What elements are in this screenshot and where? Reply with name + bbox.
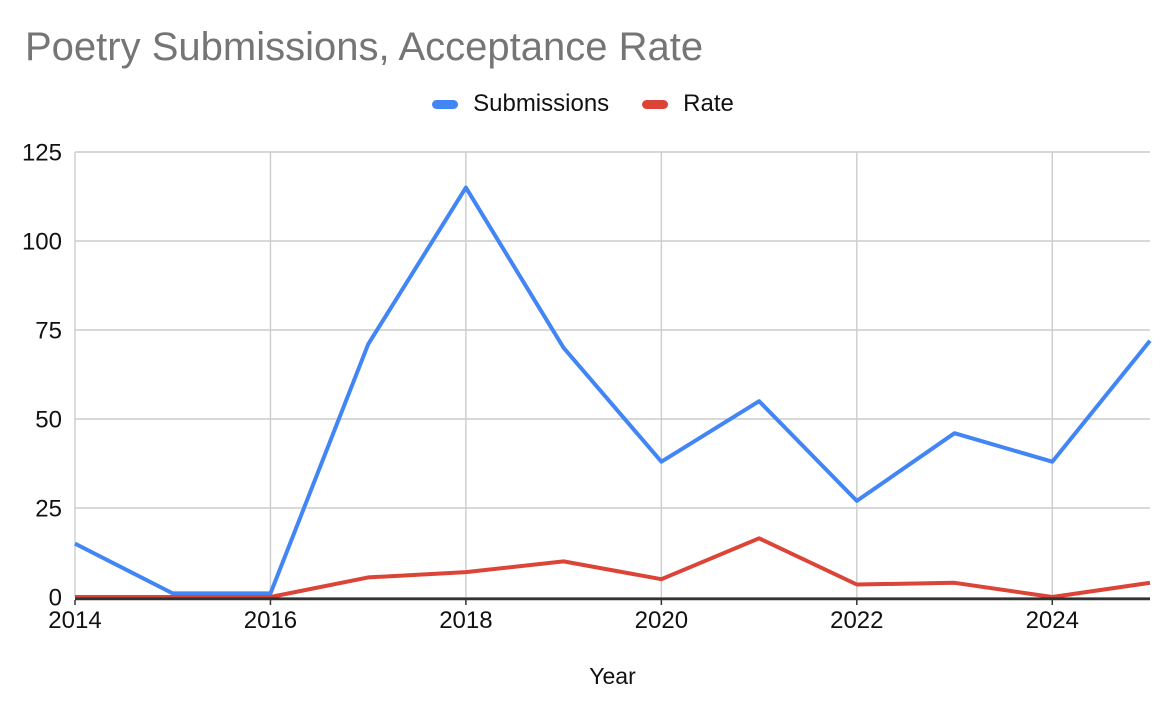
x-tick-label-2020: 2020 — [635, 607, 688, 634]
x-axis-title: Year — [589, 663, 636, 689]
x-tick-label-2014: 2014 — [48, 607, 101, 634]
y-tick-label-100: 100 — [22, 229, 62, 256]
series-line-submissions — [74, 185, 1152, 596]
submissions-swatch-icon — [432, 99, 459, 109]
chart-title: Poetry Submissions, Acceptance Rate — [25, 25, 704, 69]
series-line-rate — [75, 536, 1151, 599]
legend: Submissions Rate — [0, 90, 1166, 118]
x-tick-label-2022: 2022 — [830, 607, 883, 634]
legend-item-submissions: Submissions — [432, 90, 609, 118]
legend-label-rate: Rate — [683, 90, 734, 117]
y-tick-label-125: 125 — [22, 140, 62, 167]
y-tick-label-25: 25 — [35, 496, 62, 523]
legend-label-submissions: Submissions — [473, 90, 610, 117]
rate-swatch-icon — [642, 99, 669, 109]
x-tick-label-2016: 2016 — [244, 607, 297, 634]
x-tick-label-2018: 2018 — [439, 607, 492, 634]
y-tick-label-0: 0 — [49, 585, 62, 612]
legend-item-rate: Rate — [642, 90, 734, 118]
y-tick-label-75: 75 — [35, 318, 62, 345]
x-tick-label-2024: 2024 — [1026, 607, 1079, 634]
y-tick-label-50: 50 — [35, 407, 62, 434]
